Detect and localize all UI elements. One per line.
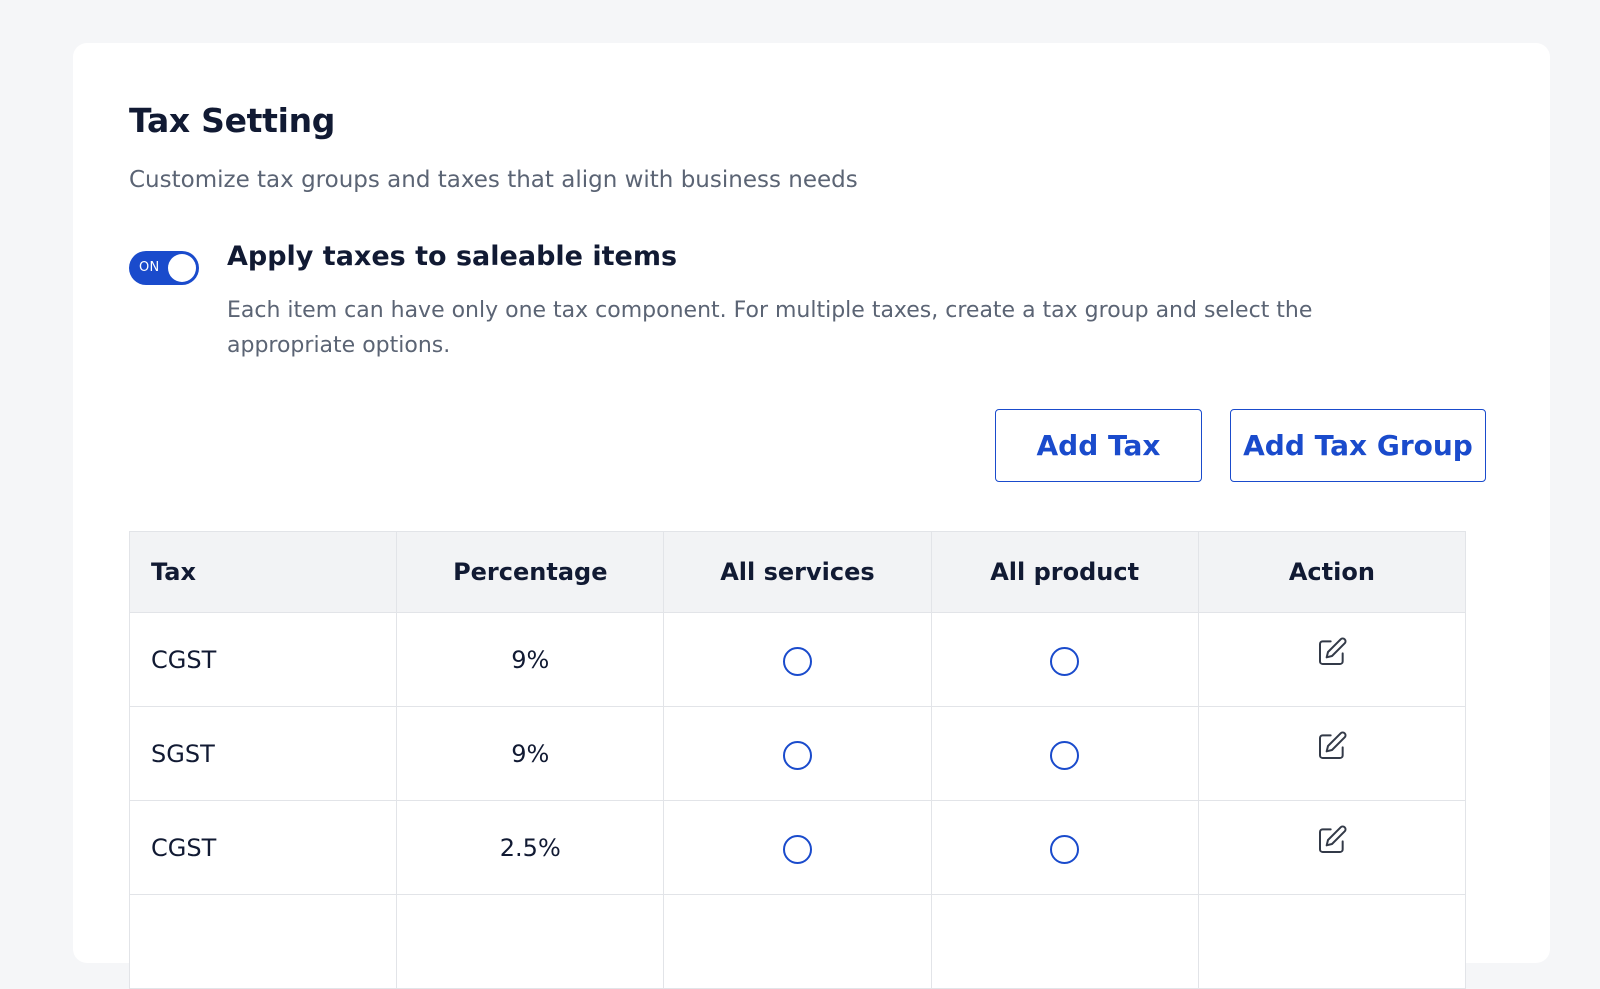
all-product-cell [930,706,1199,801]
edit-icon[interactable] [1316,824,1348,862]
column-header-percentage: Percentage [396,531,665,613]
table-header-row: Tax Percentage All services All product … [128,531,1467,613]
all-product-cell [930,800,1199,895]
tax-table: Tax Percentage All services All product … [128,531,1467,989]
column-header-tax: Tax [128,531,398,613]
tax-name-cell: CGST [128,612,398,707]
percentage-cell: 9% [396,612,665,707]
add-tax-button[interactable]: Add Tax [995,409,1202,482]
all-services-cell [663,894,932,989]
tax-table-container: Tax Percentage All services All product … [128,531,1467,989]
action-cell [1197,706,1467,801]
edit-icon[interactable] [1316,636,1348,674]
table-row [128,894,1467,989]
page-title: Tax Setting [129,101,336,140]
percentage-cell: 9% [396,706,665,801]
add-tax-group-button[interactable]: Add Tax Group [1230,409,1486,482]
apply-taxes-title: Apply taxes to saleable items [227,241,678,272]
all-services-cell [663,800,932,895]
table-row: CGST 2.5% [128,800,1467,895]
apply-taxes-toggle[interactable]: ON [129,251,199,285]
toggle-knob [168,254,196,282]
tax-name-cell [128,894,398,989]
all-services-radio[interactable] [782,835,812,864]
percentage-cell: 2.5% [396,800,665,895]
apply-taxes-description: Each item can have only one tax componen… [227,298,1313,358]
all-product-radio[interactable] [1050,835,1080,864]
tax-name-cell: SGST [128,706,398,801]
action-cell [1197,800,1467,895]
all-product-radio[interactable] [1050,647,1080,676]
column-header-all-services: All services [663,531,932,613]
table-row: SGST 9% [128,706,1467,801]
all-services-cell [663,706,932,801]
page-subtitle: Customize tax groups and taxes that alig… [129,167,858,193]
action-cell [1197,894,1467,989]
edit-icon[interactable] [1316,730,1348,768]
tax-name-cell: CGST [128,800,398,895]
all-product-cell [930,894,1199,989]
table-row: CGST 9% [128,612,1467,707]
all-product-radio[interactable] [1050,741,1080,770]
all-services-radio[interactable] [782,647,812,676]
action-cell [1197,612,1467,707]
all-services-cell [663,612,932,707]
tax-setting-card: Tax Setting Customize tax groups and tax… [73,43,1550,989]
toggle-state-label: ON [139,260,160,275]
all-product-cell [930,612,1199,707]
all-services-radio[interactable] [782,741,812,770]
column-header-all-product: All product [930,531,1199,613]
column-header-action: Action [1197,531,1467,613]
percentage-cell [396,894,665,989]
